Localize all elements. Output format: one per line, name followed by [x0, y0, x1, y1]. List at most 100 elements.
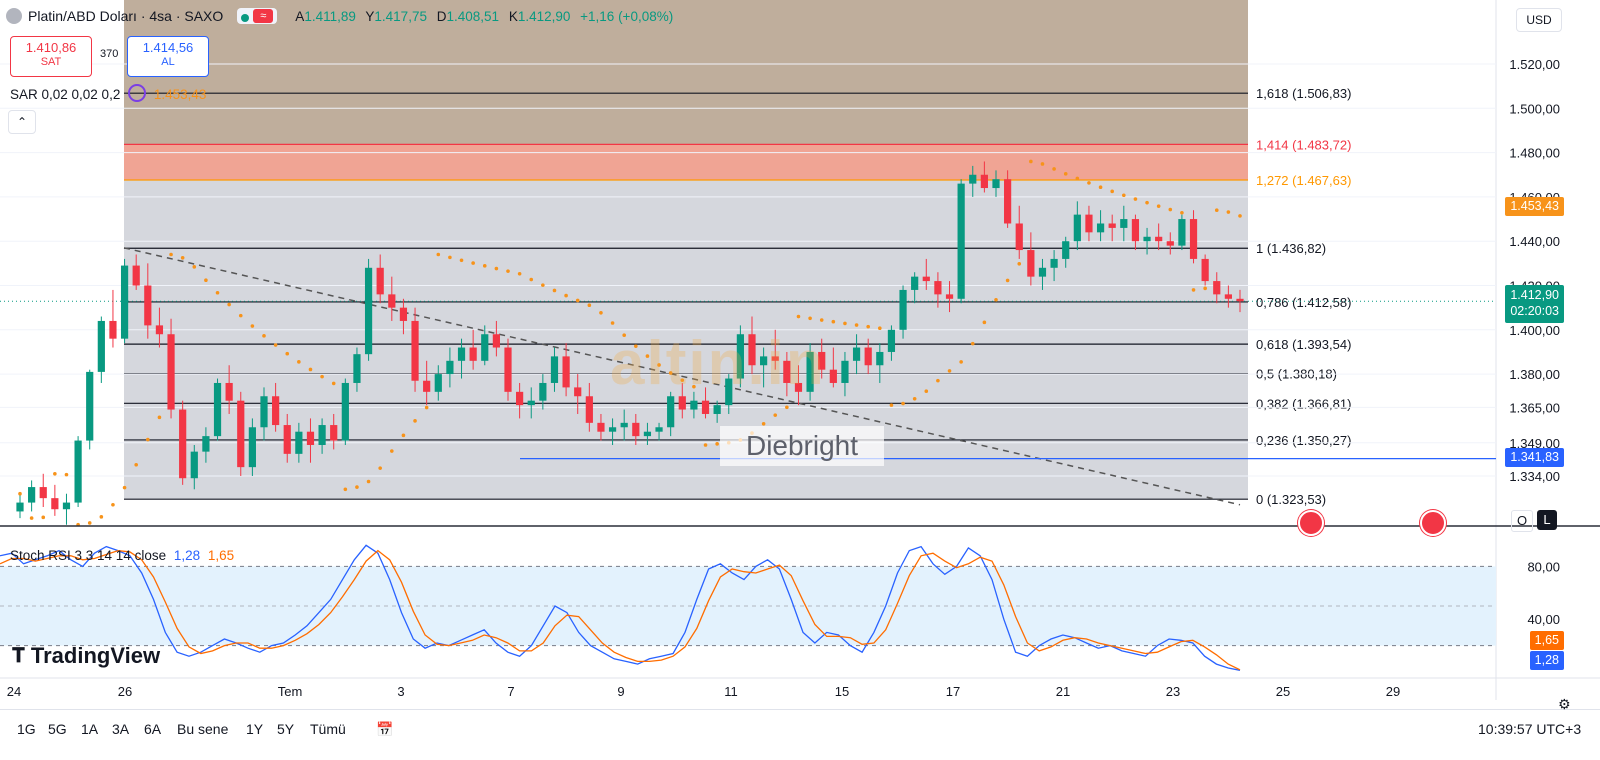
candle — [16, 493, 24, 519]
sar-dot — [285, 351, 290, 356]
sar-dot — [657, 363, 661, 367]
sar-dot — [111, 503, 115, 507]
candle — [678, 382, 686, 419]
candle-body — [318, 425, 326, 445]
market-status-pill[interactable]: ≈ — [237, 8, 278, 24]
time-tick-label: 3 — [397, 684, 404, 699]
sar-dot — [366, 479, 371, 484]
candle-body — [353, 354, 361, 383]
sar-settings-icon[interactable] — [128, 84, 147, 102]
symbol-title[interactable]: Platin/ABD Doları · 4sa · SAXO — [28, 8, 224, 24]
sar-dot — [250, 324, 255, 328]
candle — [736, 325, 744, 388]
sar-price-tag: 1.453,43 — [1505, 197, 1564, 216]
candle — [248, 418, 256, 476]
candle — [632, 413, 640, 445]
candle — [527, 387, 535, 419]
candle — [911, 272, 919, 304]
axis-settings-gear-icon[interactable]: ⚙ — [1558, 696, 1571, 712]
sar-legend[interactable]: SAR 0,02 0,02 0,2 1.453,43 — [10, 84, 206, 102]
range-3a[interactable]: 3A — [112, 721, 130, 737]
goto-date-icon[interactable]: 📅 — [376, 721, 394, 737]
candle-body — [1201, 258, 1209, 282]
buy-button[interactable]: 1.414,56 AL — [127, 36, 209, 77]
candle-body — [1038, 267, 1047, 277]
candle — [539, 374, 547, 410]
range-bu-sene[interactable]: Bu sene — [177, 721, 229, 737]
sar-dot — [773, 413, 778, 417]
candle-body — [132, 265, 140, 286]
candle-body — [957, 183, 965, 299]
sar-dot — [622, 333, 626, 338]
sar-dot — [924, 389, 929, 394]
candle — [306, 418, 315, 463]
sar-dot — [610, 321, 615, 325]
currency-selector[interactable]: USD — [1516, 8, 1562, 32]
range-5y[interactable]: 5Y — [277, 721, 295, 737]
sar-dot — [262, 334, 266, 338]
sar-dot — [1098, 185, 1103, 190]
sar-dot — [378, 466, 382, 470]
sar-dot — [482, 264, 487, 268]
sar-dot — [227, 302, 231, 307]
range-1a[interactable]: 1A — [81, 721, 99, 737]
clock[interactable]: 10:39:57 UTC+3 — [1478, 721, 1582, 737]
candle-body — [818, 351, 826, 370]
stoch-series-d — [0, 549, 1241, 671]
chevron-up-icon: ⌃ — [16, 115, 28, 129]
range-1y[interactable]: 1Y — [246, 721, 264, 737]
sar-dot — [819, 318, 824, 322]
stoch-tick-label: 80,00 — [1527, 559, 1560, 574]
range-1g[interactable]: 1G — [17, 721, 36, 737]
candle — [434, 365, 442, 401]
candle-body — [945, 294, 954, 299]
candle-body — [28, 487, 36, 503]
candle-body — [295, 431, 303, 454]
range-tumu[interactable]: Tümü — [310, 721, 346, 737]
sar-dot — [1110, 189, 1114, 194]
candle — [1004, 170, 1012, 228]
candle-body — [341, 382, 349, 441]
candle — [97, 316, 105, 383]
candle — [550, 347, 559, 392]
candle-body — [39, 487, 47, 499]
candle-body — [1004, 179, 1012, 224]
tradingview-logo[interactable]: 𝐓 TradingView — [12, 643, 161, 668]
collapse-legend-button[interactable]: ⌃ — [8, 110, 36, 134]
candle — [945, 281, 954, 313]
range-6a[interactable]: 6A — [144, 721, 162, 737]
candle-body — [225, 382, 233, 401]
candle-body — [1062, 241, 1070, 259]
sar-dot — [471, 261, 475, 265]
candle-body — [516, 391, 524, 406]
candle-body — [713, 405, 721, 414]
candle — [39, 473, 47, 508]
sar-dot — [912, 397, 917, 401]
candle-body — [632, 422, 640, 437]
sar-dot — [1226, 210, 1231, 214]
sar-dot — [297, 360, 301, 364]
sar-dot — [157, 415, 162, 420]
time-tick-label: 11 — [724, 684, 738, 699]
candle-body — [1236, 298, 1244, 302]
us-event-flag-icon[interactable] — [1420, 510, 1446, 536]
symbol-legend[interactable]: Platin/ABD Doları · 4sa · SAXO ≈ A1.411,… — [6, 8, 679, 24]
candle — [144, 263, 152, 339]
candle — [1015, 205, 1023, 259]
sar-dot — [53, 471, 57, 476]
sell-button[interactable]: 1.410,86 SAT — [10, 36, 92, 77]
candle-body — [701, 400, 710, 414]
us-event-flag-icon[interactable] — [1298, 510, 1324, 536]
candle-body — [736, 334, 744, 379]
candle-body — [574, 387, 582, 397]
o-toggle[interactable]: O — [1511, 510, 1533, 532]
sar-dot — [947, 369, 952, 373]
range-5g[interactable]: 5G — [48, 721, 67, 737]
stoch-rsi-legend[interactable]: Stoch RSI 3 3 14 14 close 1,28 1,65 — [10, 548, 235, 563]
candle-body — [655, 427, 663, 432]
candle — [457, 338, 466, 379]
candle — [341, 378, 349, 445]
sar-dot — [1214, 208, 1219, 212]
l-toggle[interactable]: L — [1537, 510, 1557, 530]
